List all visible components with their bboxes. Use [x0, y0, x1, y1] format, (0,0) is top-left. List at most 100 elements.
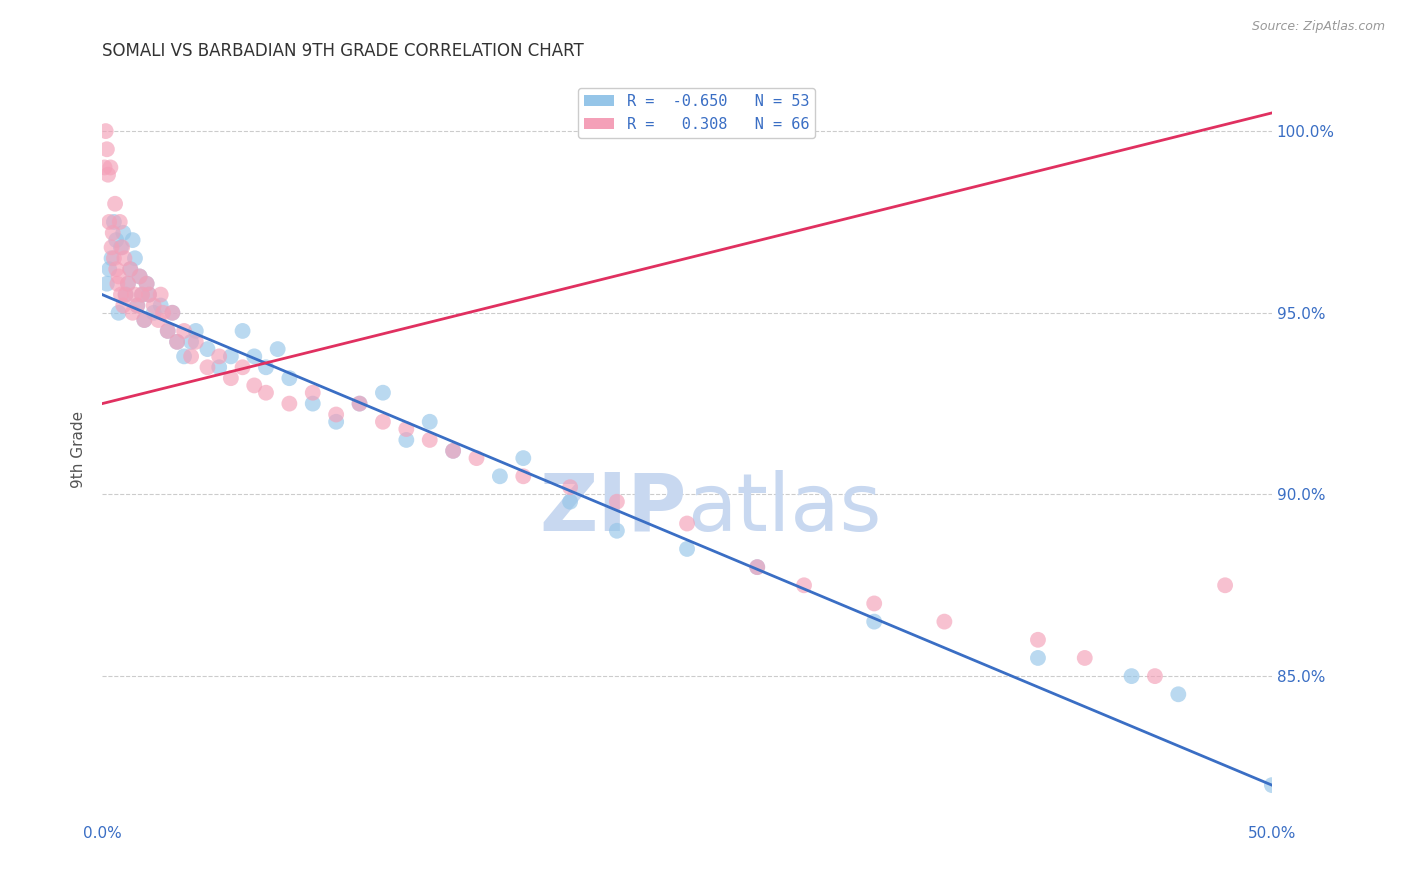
Point: [1213, 578, 1236, 592]
Point: [103, 215, 125, 229]
Point: [184, 324, 207, 338]
Point: [166, 334, 188, 349]
Point: [606, 494, 628, 508]
Point: [232, 360, 254, 375]
Point: [110, 240, 132, 254]
Point: [148, 313, 170, 327]
Point: [100, 240, 122, 254]
Point: [96, 142, 118, 156]
Point: [110, 287, 132, 301]
Point: [1074, 651, 1097, 665]
Point: [134, 313, 156, 327]
Point: [96, 277, 118, 291]
Text: ZIP: ZIP: [540, 469, 688, 548]
Point: [747, 560, 769, 574]
Point: [156, 324, 179, 338]
Point: [128, 269, 150, 284]
Point: [156, 324, 179, 338]
Point: [162, 306, 184, 320]
Point: [184, 334, 207, 349]
Point: [349, 396, 371, 410]
Point: [124, 252, 146, 266]
Point: [142, 306, 165, 320]
Point: [793, 578, 815, 592]
Point: [127, 298, 149, 312]
Point: [142, 298, 165, 312]
Text: atlas: atlas: [688, 469, 882, 548]
Point: [934, 615, 956, 629]
Point: [108, 215, 131, 229]
Point: [558, 494, 581, 508]
Point: [149, 298, 172, 312]
Point: [243, 378, 266, 392]
Text: Source: ZipAtlas.com: Source: ZipAtlas.com: [1251, 20, 1385, 33]
Point: [138, 287, 160, 301]
Point: [512, 469, 534, 483]
Point: [127, 298, 149, 312]
Point: [419, 415, 441, 429]
Point: [254, 360, 277, 375]
Point: [112, 226, 135, 240]
Point: [301, 385, 323, 400]
Point: [371, 385, 394, 400]
Point: [105, 262, 128, 277]
Point: [162, 306, 184, 320]
Point: [101, 226, 124, 240]
Point: [107, 277, 129, 291]
Point: [1167, 687, 1189, 701]
Point: [117, 277, 139, 291]
Point: [131, 287, 153, 301]
Point: [149, 287, 172, 301]
Point: [395, 433, 418, 447]
Point: [107, 306, 129, 320]
Point: [124, 287, 146, 301]
Point: [441, 443, 464, 458]
Point: [131, 287, 153, 301]
Point: [489, 469, 512, 483]
Point: [278, 371, 301, 385]
Point: [138, 287, 160, 301]
Point: [128, 269, 150, 284]
Point: [117, 277, 139, 291]
Point: [512, 451, 534, 466]
Point: [232, 324, 254, 338]
Point: [1121, 669, 1143, 683]
Point: [371, 415, 394, 429]
Point: [254, 385, 277, 400]
Point: [243, 350, 266, 364]
Point: [100, 161, 122, 175]
Point: [135, 277, 157, 291]
Point: [180, 350, 202, 364]
Point: [173, 350, 195, 364]
Point: [166, 334, 188, 349]
Point: [197, 342, 219, 356]
Point: [395, 422, 418, 436]
Point: [103, 252, 125, 266]
Point: [114, 287, 136, 301]
Point: [208, 350, 231, 364]
Point: [112, 298, 135, 312]
Point: [114, 287, 136, 301]
Point: [111, 240, 134, 254]
Point: [120, 262, 142, 277]
Point: [1026, 651, 1049, 665]
Point: [301, 396, 323, 410]
Point: [121, 233, 143, 247]
Point: [676, 541, 699, 556]
Point: [100, 252, 122, 266]
Point: [441, 443, 464, 458]
Y-axis label: 9th Grade: 9th Grade: [72, 410, 86, 488]
Point: [349, 396, 371, 410]
Legend: R =  -0.650   N = 53, R =   0.308   N = 66: R = -0.650 N = 53, R = 0.308 N = 66: [578, 88, 815, 138]
Point: [180, 334, 202, 349]
Point: [135, 277, 157, 291]
Point: [173, 324, 195, 338]
Point: [606, 524, 628, 538]
Point: [93, 161, 115, 175]
Point: [1143, 669, 1166, 683]
Text: SOMALI VS BARBADIAN 9TH GRADE CORRELATION CHART: SOMALI VS BARBADIAN 9TH GRADE CORRELATIO…: [103, 42, 583, 60]
Point: [219, 350, 242, 364]
Point: [105, 233, 128, 247]
Point: [278, 396, 301, 410]
Point: [863, 615, 886, 629]
